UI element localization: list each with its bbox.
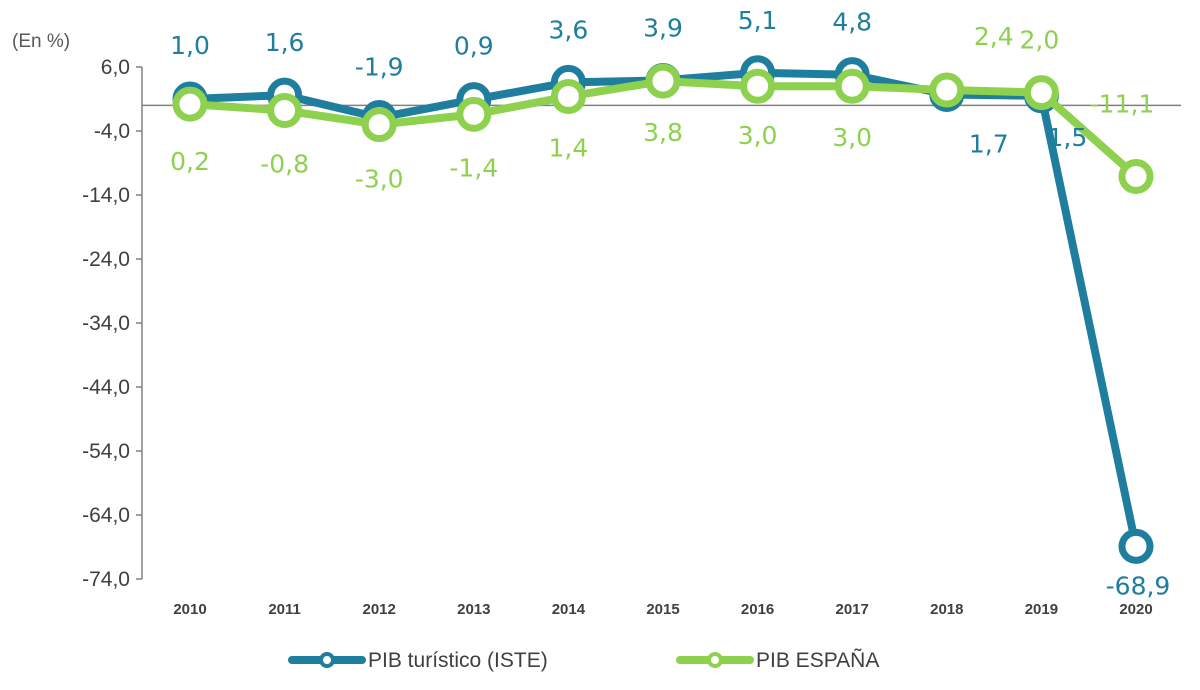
data-label: 1,7 [969,130,1009,159]
data-label: 0,2 [170,147,210,176]
x-tick-label: 2018 [930,601,963,618]
data-label: -0,8 [260,150,309,179]
data-point [645,63,681,99]
unit-label: (En %) [12,31,70,52]
data-point [361,107,397,143]
x-tick-label: 2013 [457,601,490,618]
data-label: -1,9 [355,53,404,82]
data-point [834,68,870,104]
legend-label: PIB turístico (ISTE) [368,649,548,672]
data-label: 2,4 [974,22,1014,51]
y-tick-label: -4,0 [94,120,130,143]
y-tick-label: 6,0 [101,56,130,79]
y-tick-label: -14,0 [82,184,130,207]
data-label: 1,6 [265,28,305,57]
data-point [267,93,303,129]
x-tick-label: 2012 [363,601,396,618]
data-label: 3,0 [738,121,778,150]
x-tick-label: 2011 [268,601,301,618]
data-point [172,86,208,122]
y-tick-label: -74,0 [82,568,130,591]
y-tick-label: -54,0 [82,440,130,463]
legend-label: PIB ESPAÑA [756,648,879,672]
data-point [1118,158,1154,194]
legend-marker [319,652,335,668]
data-point [1023,75,1059,111]
legend-marker [707,652,723,668]
x-tick-label: 2010 [173,601,206,618]
legend: PIB turístico (ISTE) PIB ESPAÑA [288,648,879,672]
x-tick-label: 2019 [1025,601,1058,618]
y-tick-label: -64,0 [82,504,130,527]
data-label: 4,8 [832,8,872,37]
data-label: 2,0 [1020,26,1060,55]
data-label: 0,9 [454,32,494,61]
data-label: 3,6 [549,15,589,44]
x-tick-label: 2016 [741,601,774,618]
data-label: 1,5 [1048,123,1088,152]
data-point [550,78,586,114]
data-labels: 1,0 1,6 -1,9 0,9 3,6 3,9 5,1 4,8 1,7 1,5 -68,9 0,2 -… [170,6,1170,601]
x-tick-label: 2020 [1119,601,1152,618]
data-label: 3,8 [643,118,683,147]
data-point [929,72,965,108]
data-point [740,68,776,104]
data-label: 5,1 [738,6,778,35]
x-tick-label: 2017 [836,601,869,618]
data-label: -11,1 [1090,89,1155,118]
axes: 6,0 -4,0 -14,0 -24,0 -34,0 -44,0 -54,0 -64,0 -74… [82,56,1181,618]
x-tick-label: 2015 [646,601,679,618]
x-tick-label: 2014 [552,601,586,618]
data-label: -68,9 [1106,571,1171,600]
series-layer [172,55,1154,564]
data-point [1118,528,1154,564]
data-label: 3,0 [832,123,872,152]
data-label: 1,4 [549,133,589,162]
data-label: -1,4 [449,153,498,182]
data-label: 3,9 [643,13,683,42]
y-tick-label: -44,0 [82,376,130,399]
data-point [456,96,492,132]
data-label: -3,0 [355,165,404,194]
data-label: 1,0 [170,31,210,60]
y-tick-label: -34,0 [82,312,130,335]
y-tick-label: -24,0 [82,248,130,271]
